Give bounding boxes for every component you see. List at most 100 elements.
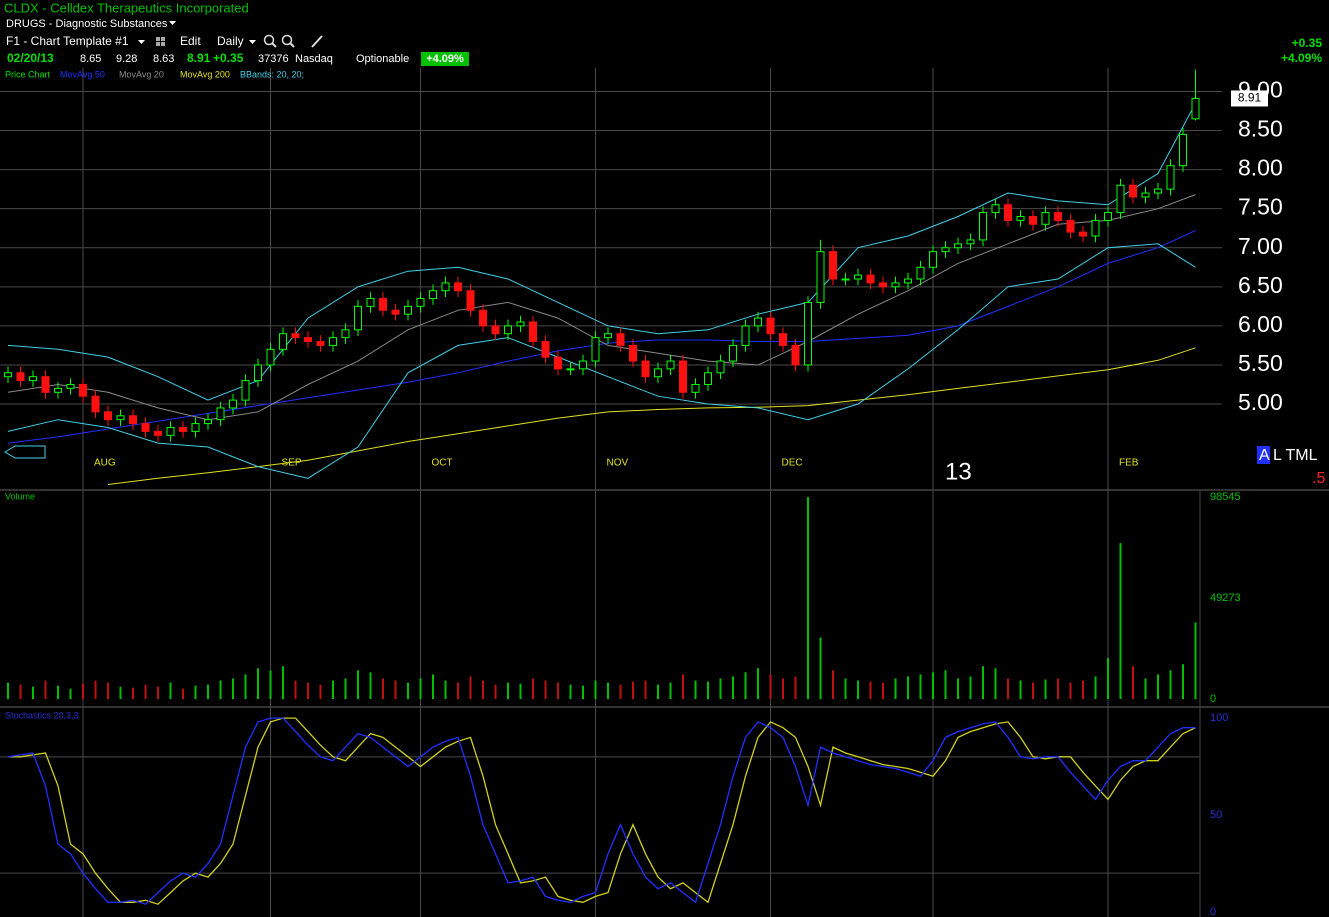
candle-body [504,325,512,335]
zoom-in[interactable] [263,34,277,48]
industry[interactable]: DRUGS - Diagnostic Substances [6,18,168,30]
candle-body [441,282,450,292]
candle-body [604,333,612,339]
draw-tool[interactable] [311,35,323,48]
y-tick-label: 6.00 [1238,311,1283,337]
period-select[interactable]: Daily [217,34,244,48]
volume-bar [644,680,647,700]
volume-bar [869,681,872,700]
template[interactable]: F1 - Chart Template #1 [6,34,129,48]
candle-body [654,368,662,378]
candle-body [966,239,975,245]
legend-entry: Price Chart [5,69,51,79]
candle-body [866,274,875,284]
volume-bar [394,680,397,700]
volume-bar [607,682,609,700]
dropdown-arrow[interactable] [169,21,176,25]
candle-body [454,282,462,292]
candle-body [41,376,50,393]
candle-body [341,329,350,339]
candle-body [416,298,425,307]
volume-bar [682,674,684,700]
candle-body [29,376,37,382]
y-tick-label: 0 [1210,906,1216,917]
volume-bar [69,688,72,700]
volume-bar [819,637,822,700]
volume-bar [407,682,409,700]
candle-body [291,333,300,339]
candle-body [841,278,850,281]
zoom-out[interactable] [281,34,295,48]
candle-body [116,415,125,421]
volume-bar [182,688,184,700]
scroll-handle[interactable] [4,445,46,459]
volume-bar [519,683,522,700]
volume-bar [344,678,347,700]
candle-body [229,399,237,409]
candle-body [329,337,337,346]
candle-body [466,290,475,311]
edit-button[interactable]: Edit [180,34,201,48]
candle-body [354,305,362,331]
candle-body [54,387,62,393]
y-tick-label: 7.50 [1238,194,1283,220]
volume-bar [107,682,109,700]
candle-body [16,372,25,382]
tool-a[interactable]: A [1259,447,1270,464]
tool-highlight[interactable] [1257,446,1270,464]
volume-bar [1194,622,1197,700]
candle-body [954,243,962,249]
volume-bar [619,684,622,700]
volume-bar [744,672,747,700]
candle-body [1016,215,1025,221]
quote-optionable: Optionable [356,53,409,65]
candle-body [829,251,837,280]
quote-percent: +4.09% [426,53,464,65]
volume-bar [369,672,372,700]
quote-last: 8.91 [187,51,211,65]
volume-bar [269,670,272,700]
volume-bar [319,684,322,700]
volume-bar [294,680,297,700]
candle-body [804,301,812,366]
candle-body [279,333,287,350]
volume-bar [507,682,509,700]
y-tick-label: 8.00 [1238,155,1283,181]
tool-rest[interactable]: L TML [1273,447,1318,464]
legend-entry: BBands: 20, 20; [240,69,304,79]
candle-body [1116,184,1125,214]
candle-body [1104,212,1112,221]
x-tick-label: 13 [945,458,972,485]
y-tick-label: 8.50 [1238,116,1283,142]
candle-body [704,372,712,385]
volume-bar [1107,658,1109,700]
candle-body [266,348,275,366]
candle-body [491,325,500,335]
candle-body [516,321,525,327]
candle-body [991,204,1000,214]
candle-body [254,364,262,382]
volume-bar [457,682,459,700]
candle-body [541,341,550,358]
legend-entry: MovAvg 200 [180,69,230,79]
volume-bar [1032,682,1034,700]
candle-body [216,407,225,421]
volume-bar [419,678,422,700]
candle-body [104,411,112,421]
volume-bar [357,670,359,700]
volume-bar [157,686,159,700]
candle-body [366,298,375,307]
volume-bar [707,681,709,700]
stochastic-line [7,717,1196,905]
dropdown-arrow[interactable] [138,40,145,44]
candle-body [1079,231,1087,237]
candle-body [1066,219,1075,233]
candle-body [629,344,637,362]
dropdown-arrow[interactable] [249,40,256,44]
volume-bar [557,682,559,700]
volume-bar [32,686,34,700]
volume-bar [894,678,897,700]
legend-entry: MovAvg 20 [119,69,164,79]
edit-icon[interactable] [156,37,165,46]
